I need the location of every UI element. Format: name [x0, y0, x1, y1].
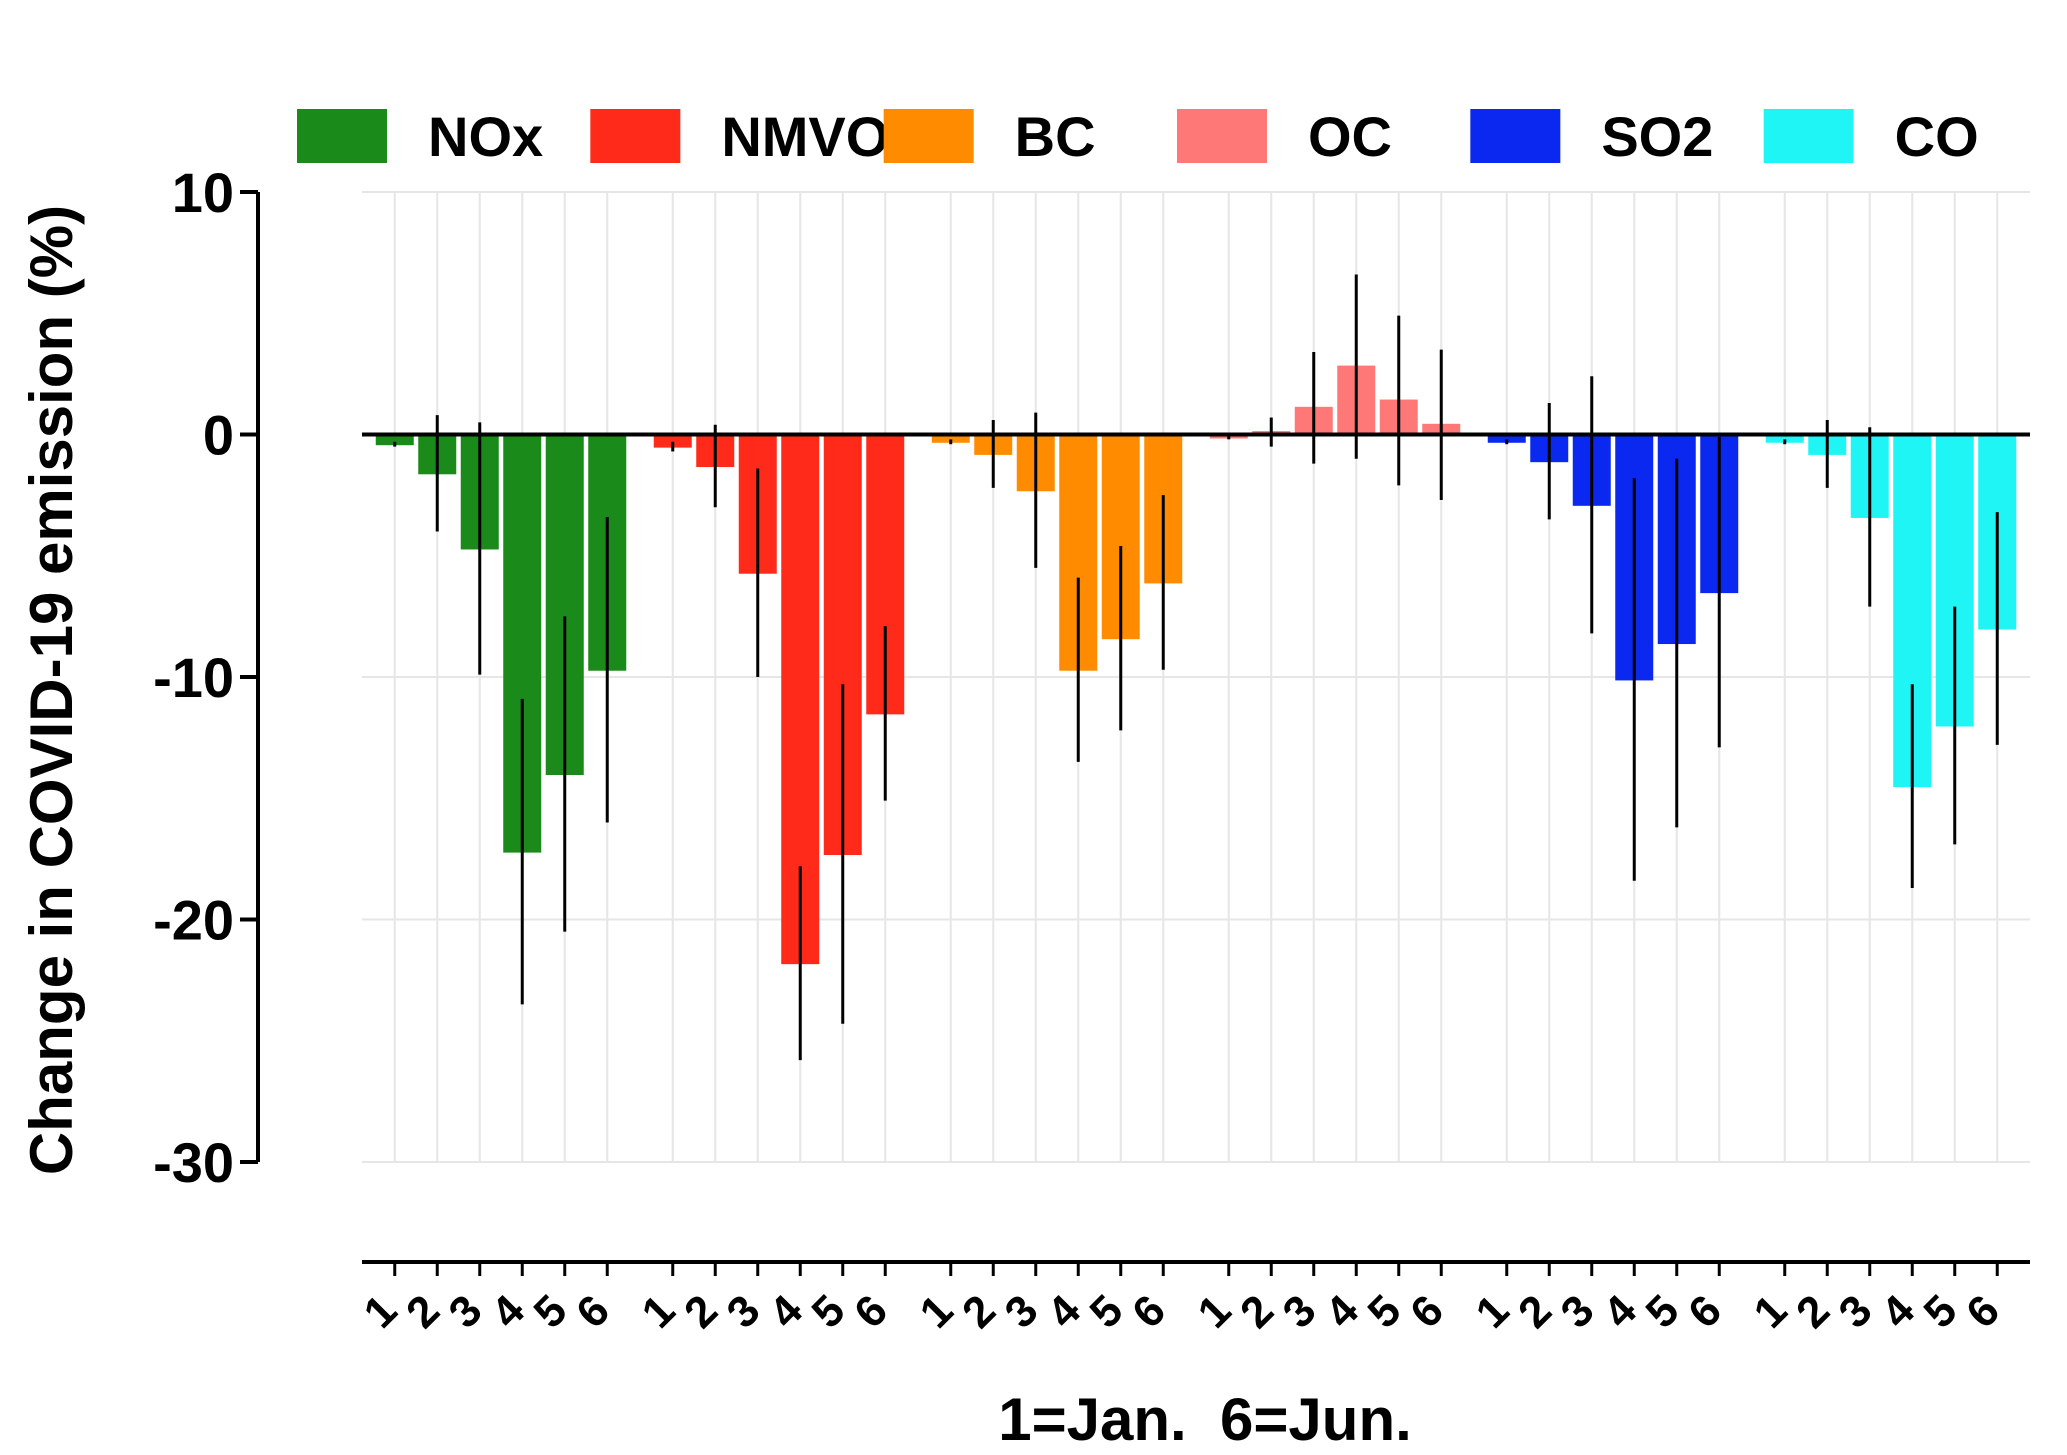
x-tick-label: 5 [1915, 1286, 1967, 1338]
x-tick-label: 1 [1467, 1286, 1519, 1338]
x-tick-label: 6 [567, 1286, 619, 1338]
x-tick-label: 4 [1038, 1285, 1090, 1337]
legend: NOx NMVOC BC OC SO2 CO [297, 105, 1979, 168]
x-tick-label: 5 [1359, 1286, 1411, 1338]
x-tick-label: 5 [525, 1286, 577, 1338]
y-tick-label: 0 [203, 404, 234, 467]
x-tick-label: 5 [1637, 1286, 1689, 1338]
x-tick-label: 1 [911, 1286, 963, 1338]
x-tick-label: 2 [1787, 1286, 1839, 1338]
x-tick-label: 6 [1123, 1286, 1175, 1338]
x-tick-label: 1 [1189, 1286, 1241, 1338]
legend-label-bc: BC [1015, 105, 1096, 168]
x-tick-label: 5 [1081, 1286, 1133, 1338]
bars [375, 365, 2017, 965]
x-tick-label: 1 [1745, 1286, 1797, 1338]
legend-swatch-bc [883, 109, 974, 163]
legend-swatch-co [1763, 109, 1854, 163]
x-tick-label: 1 [633, 1286, 685, 1338]
x-tick-label: 2 [953, 1286, 1005, 1338]
x-tick-label: 5 [803, 1286, 855, 1338]
x-tick-label: 4 [1872, 1285, 1924, 1337]
y-ticks: 10 0 -10 -20 -30 [153, 161, 258, 1194]
y-tick-label: -20 [153, 889, 234, 952]
grid-lines [362, 191, 2030, 1163]
x-tick-label: 2 [675, 1286, 727, 1338]
y-tick-label: 10 [172, 161, 234, 224]
x-tick-label: 2 [1509, 1286, 1561, 1338]
x-tick-label: 6 [1401, 1286, 1453, 1338]
x-tick-label: 3 [1274, 1286, 1326, 1338]
legend-swatch-nox [297, 109, 387, 163]
x-tick-label: 4 [482, 1285, 534, 1337]
x-tick-label: 4 [1316, 1285, 1368, 1337]
x-tick-label: 3 [1830, 1286, 1882, 1338]
y-tick-label: -30 [153, 1131, 234, 1194]
x-axis-title: 1=Jan. 6=Jun. [998, 1386, 1412, 1453]
x-tick-label: 4 [760, 1285, 812, 1337]
legend-swatch-oc [1177, 109, 1267, 163]
x-tick-label: 6 [845, 1286, 897, 1338]
x-tick-label: 3 [1552, 1286, 1604, 1338]
legend-label-nox: NOx [428, 105, 543, 168]
error-bars [393, 274, 1999, 1061]
x-tick-label: 2 [397, 1286, 449, 1338]
legend-swatch-so2 [1470, 109, 1561, 163]
x-tick-label: 2 [1231, 1286, 1283, 1338]
x-tick-label: 3 [440, 1286, 492, 1338]
y-tick-label: -10 [153, 646, 234, 709]
x-tick-label: 4 [1594, 1285, 1646, 1337]
x-tick-label: 3 [996, 1286, 1048, 1338]
x-tick-label: 1 [355, 1286, 407, 1338]
y-axis-title: Change in COVID-19 emission (%) [18, 205, 85, 1175]
x-tick-label: 3 [718, 1286, 770, 1338]
legend-swatch-nmvoc [590, 109, 681, 163]
legend-label-so2: SO2 [1601, 105, 1713, 168]
x-tick-label: 6 [1679, 1286, 1731, 1338]
legend-label-co: CO [1895, 105, 1979, 168]
x-tick-label: 6 [1957, 1286, 2009, 1338]
legend-label-oc: OC [1308, 105, 1392, 168]
